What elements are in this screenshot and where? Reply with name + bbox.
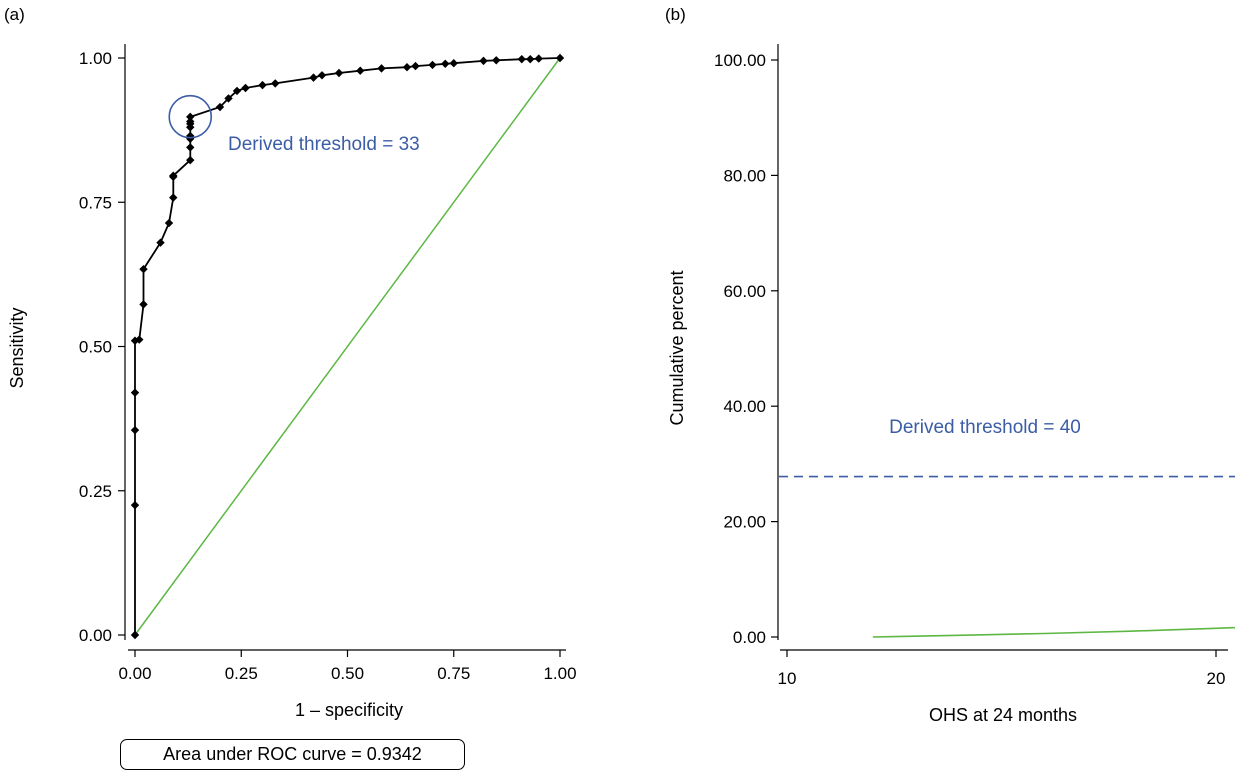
roc-point-marker	[139, 264, 148, 274]
panel-b-threshold-annotation: Derived threshold = 40	[889, 417, 1081, 438]
panel-b-x-axis-title: OHS at 24 months	[929, 705, 1077, 725]
panel-b-label: (b)	[665, 5, 686, 24]
panel-a-y-tick-label: 0.50	[79, 338, 112, 357]
roc-point-marker	[130, 500, 140, 510]
panel-b-x-tick-label: 20	[1207, 669, 1226, 688]
roc-point-marker	[534, 54, 543, 63]
panel-a-x-axis-title: 1 – specificity	[295, 700, 403, 720]
roc-point-marker	[215, 102, 225, 112]
panel-a-y-tick-label: 0.00	[79, 626, 112, 645]
roc-point-marker	[526, 54, 535, 64]
auc-label-box: Area under ROC curve = 0.9342	[120, 739, 465, 770]
panel-a-plot-area	[130, 53, 565, 640]
roc-point-marker	[224, 94, 233, 103]
figure-canvas: (a) 0.00 0.25 0.50 0.75 1.00 0.00 0.25 0.50 0.75…	[4, 5, 1235, 725]
panel-b-y-tick-label: 100.00	[714, 51, 766, 70]
panel-a-y-tick-label: 0.25	[79, 482, 112, 501]
roc-point-marker	[555, 53, 565, 63]
panel-b-y-tick-label: 80.00	[723, 166, 766, 185]
cumulative-curve-line	[872, 626, 1235, 638]
panel-a-x-tick-label: 0.25	[225, 664, 258, 683]
roc-point-marker	[377, 64, 386, 73]
panel-a-x-tick-label: 0.00	[118, 664, 151, 683]
roc-point-marker	[411, 61, 420, 71]
panel-b-plot-area	[779, 475, 1235, 638]
roc-point-marker	[186, 117, 195, 126]
roc-point-marker	[479, 56, 488, 66]
roc-point-marker	[169, 171, 178, 180]
panel-a: (a) 0.00 0.25 0.50 0.75 1.00 0.00 0.25 0.50 0.75…	[4, 5, 577, 720]
panel-a-ticks: 0.00 0.25 0.50 0.75 1.00 0.00 0.25 0.50 0.75 1.00	[79, 49, 577, 683]
roc-point-marker	[334, 68, 344, 78]
roc-point-marker	[449, 58, 458, 68]
panel-a-y-tick-label: 0.75	[79, 193, 112, 212]
panel-a-y-tick-label: 1.00	[79, 49, 112, 68]
panel-b: (b) 10203040500.0020.0040.0060.0080.0010…	[665, 5, 1235, 725]
panel-b-y-tick-label: 0.00	[733, 628, 766, 647]
panel-a-label: (a)	[4, 5, 25, 24]
reference-diagonal-line	[134, 57, 561, 636]
roc-point-marker	[441, 59, 450, 68]
roc-point-marker	[241, 83, 250, 93]
roc-point-marker	[169, 193, 178, 202]
panel-a-x-tick-label: 0.50	[331, 664, 364, 683]
threshold-circle	[168, 94, 213, 139]
roc-point-marker	[130, 388, 140, 397]
roc-point-marker	[271, 79, 280, 88]
roc-point-marker	[130, 630, 140, 640]
roc-point-marker	[356, 66, 365, 75]
roc-point-marker	[135, 335, 144, 344]
roc-point-marker	[130, 425, 140, 435]
roc-point-marker	[492, 56, 501, 65]
panel-a-x-tick-label: 0.75	[437, 664, 470, 683]
panel-b-axes	[777, 44, 1228, 651]
roc-point-marker	[139, 300, 148, 309]
roc-point-marker	[258, 80, 267, 90]
roc-point-marker	[164, 218, 174, 228]
roc-point-marker	[186, 112, 195, 122]
roc-point-marker	[517, 54, 526, 64]
roc-point-marker	[186, 155, 195, 165]
roc-point-marker	[232, 86, 242, 96]
roc-point-marker	[317, 71, 327, 80]
roc-point-marker	[156, 238, 165, 247]
panel-b-y-tick-label: 40.00	[723, 397, 766, 416]
roc-point-marker	[309, 73, 318, 82]
roc-point-marker	[428, 60, 437, 70]
roc-point-marker	[402, 63, 412, 72]
panel-b-y-axis-title: Cumulative percent	[667, 270, 687, 425]
roc-point-marker	[130, 336, 140, 345]
panel-a-y-axis-title: Sensitivity	[7, 307, 27, 388]
panel-a-threshold-annotation: Derived threshold = 33	[228, 134, 420, 155]
panel-b-x-tick-label: 10	[778, 669, 797, 688]
panel-b-y-tick-label: 60.00	[723, 282, 766, 301]
panel-b-y-tick-label: 20.00	[723, 513, 766, 532]
panel-a-x-tick-label: 1.00	[543, 664, 576, 683]
roc-point-marker	[186, 143, 195, 152]
